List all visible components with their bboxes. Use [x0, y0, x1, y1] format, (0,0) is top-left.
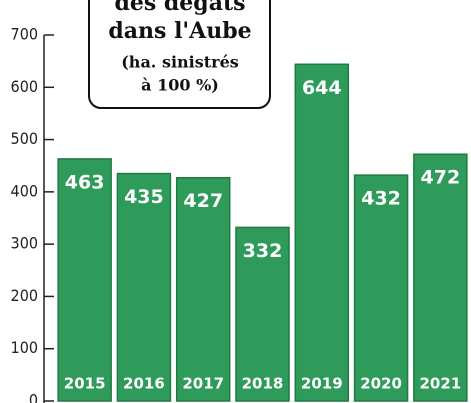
- x-tick-label: 2015: [64, 375, 106, 393]
- y-tick-label: 0: [29, 391, 38, 403]
- bar: [116, 172, 172, 402]
- value-label: 432: [361, 188, 401, 210]
- value-label: 644: [302, 77, 342, 99]
- value-label: 435: [124, 186, 164, 208]
- bar: [57, 158, 112, 402]
- x-tick-label: 2020: [360, 375, 402, 393]
- y-tick-label: 300: [11, 234, 38, 253]
- chart-title: des dégâts: [115, 0, 246, 16]
- chart-title: dans l'Aube: [108, 18, 251, 44]
- x-tick-label: 2016: [123, 375, 165, 393]
- bar: [175, 176, 231, 402]
- y-tick-label: 700: [11, 25, 38, 44]
- value-label: 463: [65, 171, 105, 193]
- bar: [294, 63, 350, 402]
- x-tick-label: 2021: [419, 375, 461, 393]
- y-tick-label: 200: [11, 286, 38, 305]
- y-tick-label: 500: [11, 129, 38, 148]
- y-tick-label: 100: [11, 338, 38, 357]
- y-tick-label: 600: [11, 77, 38, 96]
- bar: [235, 226, 290, 402]
- bar: [353, 174, 409, 402]
- bar: [413, 153, 468, 402]
- y-tick-label: 400: [11, 181, 38, 200]
- value-label: 427: [183, 190, 223, 212]
- value-label: 332: [243, 240, 283, 262]
- value-label: 472: [421, 167, 461, 189]
- x-tick-label: 2017: [182, 375, 224, 393]
- chart-title: (ha. sinistrés: [121, 53, 239, 72]
- x-tick-label: 2019: [301, 375, 343, 393]
- x-tick-label: 2018: [242, 375, 284, 393]
- chart-title: à 100 %): [141, 76, 219, 95]
- title-box: [88, 0, 271, 109]
